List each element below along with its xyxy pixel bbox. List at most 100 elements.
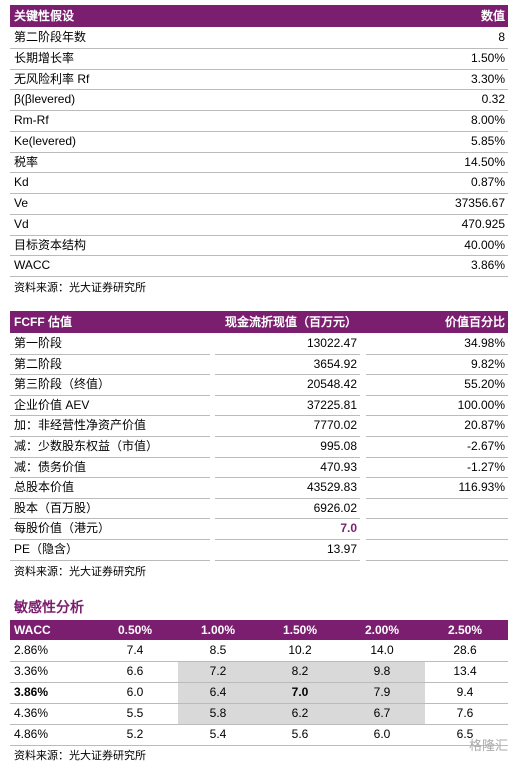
row-divider (10, 172, 508, 174)
sensitivity-value: 7.9 (373, 685, 391, 699)
row-label: Ke(levered) (14, 133, 77, 148)
row-value: 13.97 (326, 542, 357, 556)
header-cell: 1.50% (282, 623, 318, 637)
row-divider (215, 415, 360, 417)
row-divider (10, 89, 508, 91)
row-divider (10, 151, 508, 153)
row-label: 目标资本结构 (14, 237, 87, 252)
row-label: 税率 (14, 154, 39, 169)
row-value: 14.50% (464, 154, 505, 169)
row-divider (10, 130, 508, 132)
row-percent: 20.87% (464, 418, 505, 433)
row-value: 470.93 (320, 459, 357, 474)
wacc-value: 3.36% (14, 664, 49, 678)
row-divider (10, 68, 508, 70)
highlight-block (178, 661, 425, 724)
row-percent: 34.98% (464, 336, 505, 350)
sensitivity-value: 28.6 (453, 643, 477, 657)
row-percent: -1.27% (466, 459, 505, 474)
row-percent: 9.82% (470, 356, 505, 371)
row-label: 第一阶段 (14, 336, 63, 350)
row-divider (366, 518, 508, 520)
header-cell: 1.00% (200, 623, 236, 637)
row-divider (10, 193, 508, 194)
row-value: 20548.42 (306, 377, 357, 392)
header-cell: 关键性假设 (14, 9, 75, 23)
row-value: 470.925 (461, 216, 505, 231)
row-label: Ve (14, 196, 29, 210)
row-value: 0.32 (481, 92, 505, 107)
row-divider (215, 539, 360, 540)
header-cell: 数值 (480, 9, 505, 23)
row-label: Kd (14, 175, 29, 190)
wacc-value: 4.86% (14, 727, 49, 741)
row-value: 7.0 (340, 521, 357, 536)
row-label: 长期增长率 (14, 50, 75, 65)
sensitivity-value: 6.7 (373, 706, 391, 720)
header-cell: 现金流折现值（百万元） (224, 315, 357, 329)
row-divider (215, 456, 360, 458)
row-label: PE（隐含） (14, 542, 79, 556)
sensitivity-value: 8.2 (291, 664, 309, 678)
row-divider (10, 110, 508, 111)
sensitivity-value: 13.4 (453, 664, 477, 678)
row-label: 每股价值（港元） (14, 521, 111, 536)
row-label: β(βlevered) (14, 92, 76, 107)
source-note: 资料来源：光大证券研究所 (14, 282, 146, 294)
row-percent: 55.20% (464, 377, 505, 392)
sensitivity-value: 7.2 (209, 664, 227, 678)
header-cell: 2.00% (364, 623, 400, 637)
row-label: 第二阶段 (14, 356, 63, 371)
sensitivity-value: 7.6 (456, 706, 474, 720)
row-divider (10, 213, 508, 215)
sensitivity-value: 6.5 (456, 727, 474, 741)
row-divider (10, 724, 508, 725)
sensitivity-value: 6.0 (373, 727, 391, 741)
row-divider (366, 415, 508, 417)
row-divider (10, 559, 210, 561)
row-divider (366, 559, 508, 561)
row-divider (10, 745, 508, 746)
header-cell: WACC (14, 623, 51, 637)
header-cell: FCFF 估值 (14, 315, 72, 329)
header-cell: 2.50% (447, 623, 483, 637)
row-percent: -2.67% (466, 439, 505, 453)
row-value: 3.86% (470, 258, 505, 273)
row-label: 加：非经营性净资产价值 (14, 418, 147, 433)
row-value: 3.30% (470, 71, 505, 86)
row-divider (366, 477, 508, 479)
sensitivity-value: 7.4 (126, 643, 144, 657)
row-divider (10, 661, 508, 662)
table-header-bar (10, 5, 508, 27)
row-label: Rm-Rf (14, 113, 49, 127)
row-divider (10, 47, 508, 49)
row-divider (10, 415, 210, 417)
row-label: 股本（百万股） (14, 500, 99, 515)
sensitivity-value: 9.4 (456, 685, 474, 699)
row-divider (10, 353, 210, 355)
sensitivity-value: 5.5 (126, 706, 144, 720)
row-divider (10, 234, 508, 236)
table-header-bar (10, 620, 508, 640)
row-divider (10, 703, 508, 704)
row-value: 5.85% (470, 133, 505, 148)
row-divider (10, 518, 210, 520)
row-divider (215, 353, 360, 355)
wacc-value: 4.36% (14, 706, 49, 720)
row-divider (10, 394, 210, 396)
row-divider (215, 394, 360, 396)
row-label: 无风险利率 Rf (14, 71, 90, 86)
row-divider (10, 539, 210, 540)
row-divider (215, 477, 360, 479)
row-divider (10, 682, 508, 683)
row-value: 37356.67 (454, 196, 505, 210)
sensitivity-value: 6.4 (209, 685, 227, 699)
row-label: 第三阶段（终值） (14, 377, 111, 392)
sensitivity-value: 5.4 (209, 727, 227, 741)
sensitivity-value: 9.8 (373, 664, 391, 678)
wacc-value: 3.86% (14, 685, 49, 699)
header-cell: 0.50% (117, 623, 153, 637)
sensitivity-value: 6.6 (126, 664, 144, 678)
sensitivity-value: 5.8 (209, 706, 227, 720)
